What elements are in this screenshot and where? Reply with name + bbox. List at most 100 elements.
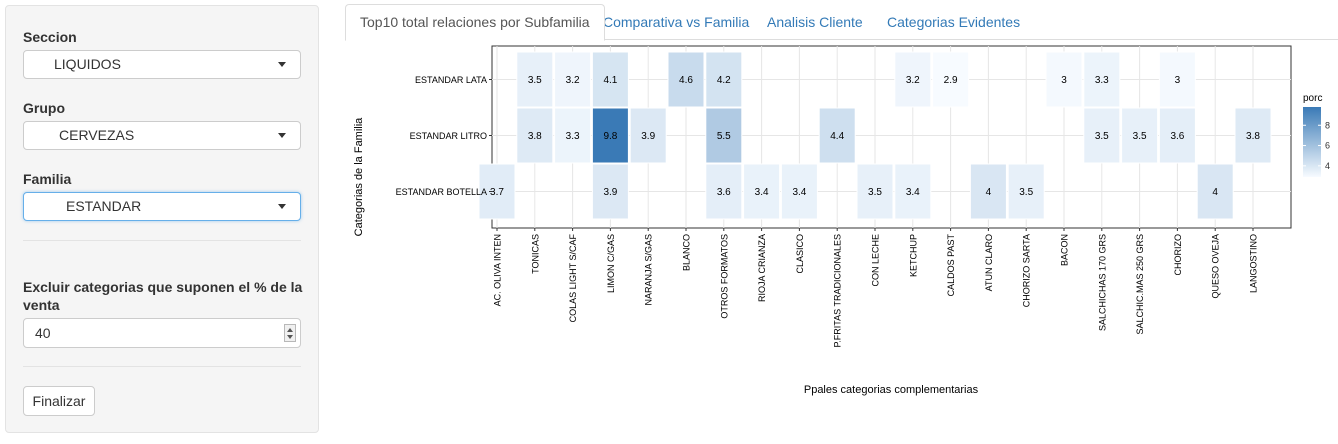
cell-value-label: 4.1 [603,75,617,86]
heatmap-chart: 3.5 3.2 4.1 4.6 4.2 3.2 2.9 3 3.3 3 3.8 3.3 9.8 3.9 5.… [353,45,1330,396]
cell-value-label: 3.4 [755,187,769,198]
legend-colorbar [1303,107,1321,177]
sidebar-panel: Seccion LIQUIDOS Grupo CERVEZAS Familia … [5,5,319,433]
heatmap-cell [1083,107,1121,164]
heatmap-cell [1083,51,1121,108]
chevron-down-icon [278,133,286,138]
x-tick-label: P.FRITAS TRADICIONALES [833,234,843,348]
grupo-select[interactable]: CERVEZAS [23,121,301,150]
heatmap-cell [932,51,970,108]
cell-value-label: 3.3 [566,131,580,142]
cell-value-label: 3.5 [868,187,882,198]
x-tick-label: RIOJA CRIANZA [757,234,767,302]
x-tick-label: QUESO OVEJA [1211,234,1221,299]
heatmap-cell [1007,163,1045,220]
grupo-value: CERVEZAS [59,127,135,143]
cell-value-label: 3.6 [717,187,731,198]
seccion-value: LIQUIDOS [54,56,121,72]
x-tick-label: LANGOSTINO [1249,234,1259,293]
heatmap-cell [705,163,743,220]
familia-select[interactable]: ESTANDAR [23,192,301,221]
cell-value-label: 3.7 [490,187,504,198]
cell-value-label: 4.6 [679,75,693,86]
spinner-up-icon[interactable] [287,328,293,332]
cell-value-label: 9.8 [603,131,617,142]
cell-value-label: 3.2 [566,75,580,86]
heatmap-cell [516,107,554,164]
excluir-value: 40 [35,325,51,341]
familia-value: ESTANDAR [66,198,142,214]
spinner-down-icon[interactable] [287,335,293,339]
heatmap-cell [478,163,516,220]
heatmap-cell [1158,107,1196,164]
heatmap-cell [591,51,629,108]
x-tick-label: BACON [1060,234,1070,266]
heatmap-cell [554,51,592,108]
number-spinner-icon[interactable] [284,324,296,342]
tab-top10[interactable]: Top10 total relaciones por Subfamilia [345,4,605,41]
cell-value-label: 2.9 [944,75,958,86]
x-tick-label: CLASICO [795,234,805,274]
heatmap-cell [705,107,743,164]
cell-value-label: 3.5 [1095,131,1109,142]
heatmap-cell [1121,107,1159,164]
y-axis-label: Categorias de la Familia [353,117,365,236]
familia-label: Familia [23,171,72,187]
cell-value-label: 4.2 [717,75,731,86]
heatmap-cell [629,107,667,164]
x-tick-label: CALDOS PAST [946,234,956,297]
divider [23,240,301,241]
heatmap-cell [1045,51,1083,108]
heatmap-cell [667,51,705,108]
chevron-down-icon [278,204,286,209]
excluir-label-line2: venta [23,297,60,313]
heatmap-cell [780,163,818,220]
tab-bar-border [345,39,1338,40]
cell-value-label: 3.9 [603,187,617,198]
legend-tick-label: 4 [1325,161,1330,171]
cell-value-label: 3.5 [1019,187,1033,198]
tab-analisis-cliente[interactable]: Analisis Cliente [767,14,863,30]
cell-value-label: 3 [1061,75,1067,86]
x-tick-label: SALCHICHAS 170 GRS [1097,234,1107,331]
heatmap-cell [1234,107,1272,164]
heatmap-cell [591,107,629,164]
x-tick-label: OTROS FORMATOS [719,234,729,319]
x-tick-label: COLAS LIGHT S/CAF [568,234,578,323]
x-tick-label: CON LECHE [871,234,881,287]
x-tick-label: NARANJA S/GAS [644,234,654,306]
heatmap-cell [894,51,932,108]
x-tick-label: TONICAS [530,234,540,274]
x-tick-label: SALCHIC.MAS 250 GRS [1135,234,1145,335]
x-tick-label: KETCHUP [908,234,918,277]
excluir-number-input[interactable]: 40 [23,318,301,348]
cell-value-label: 4 [1212,187,1218,198]
y-tick-label: ESTANDAR BOTELLA [396,187,487,197]
cell-value-label: 3.6 [1170,131,1184,142]
x-tick-label: CHORIZO [1173,234,1183,276]
heatmap-cell [705,51,743,108]
cell-value-label: 3.8 [528,131,542,142]
cell-value-label: 3.5 [1133,131,1147,142]
x-tick-label: AC. OLIVA INTEN [493,234,503,306]
seccion-select[interactable]: LIQUIDOS [23,50,301,79]
cell-value-label: 3 [1175,75,1181,86]
heatmap-cell [969,163,1007,220]
x-tick-label: LIMON C/GAS [606,234,616,293]
x-tick-label: ATUN CLARO [984,234,994,291]
heatmap-cell [743,163,781,220]
tab-comparativa[interactable]: Comparativa vs Familia [603,14,750,30]
heatmap-cell [554,107,592,164]
tab-categorias-evidentes[interactable]: Categorias Evidentes [887,14,1021,30]
heatmap-cell [1196,163,1234,220]
legend-tick-label: 6 [1325,141,1330,151]
cell-value-label: 3.9 [641,131,655,142]
x-tick-label: CHORIZO SARTA [1022,234,1032,307]
finalizar-button[interactable]: Finalizar [23,386,95,416]
x-tick-label: BLANCO [682,234,692,271]
grupo-label: Grupo [23,100,65,116]
heatmap-cell [818,107,856,164]
cell-value-label: 4.4 [830,131,844,142]
y-tick-label: ESTANDAR LATA [415,75,487,85]
cell-value-label: 3.5 [528,75,542,86]
